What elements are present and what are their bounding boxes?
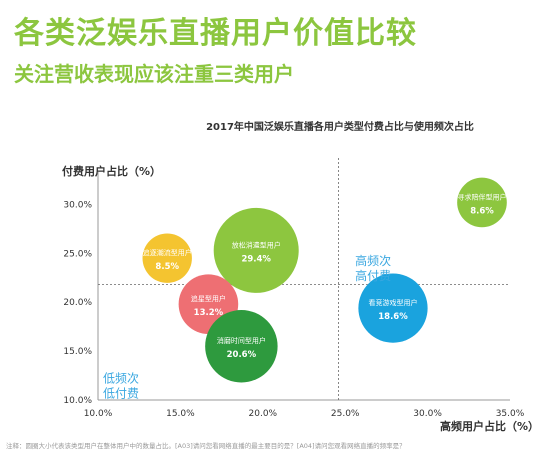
- y-tick-label: 10.0%: [63, 396, 92, 406]
- quadrant-label: 低频次: [103, 371, 139, 385]
- y-tick-label: 30.0%: [63, 200, 92, 210]
- bubble: [213, 207, 299, 293]
- bubble: [205, 309, 278, 383]
- bubble-label: 追逐潮流型用户: [143, 248, 192, 257]
- bubble: [358, 273, 428, 343]
- y-tick-label: 25.0%: [63, 249, 92, 259]
- y-tick-label: 20.0%: [63, 298, 92, 308]
- bubble-label: 寻求陪伴型用户: [457, 192, 506, 201]
- page-title: 各类泛娱乐直播用户价值比较: [14, 16, 417, 51]
- x-tick-label: 10.0%: [84, 409, 113, 419]
- x-tick-label: 15.0%: [166, 409, 195, 419]
- x-tick-label: 25.0%: [331, 409, 360, 419]
- quadrant-label: 高付费: [355, 268, 391, 283]
- bubble-label: 看竞游戏型用户: [368, 298, 417, 307]
- quadrant-label: 高频次: [355, 253, 391, 268]
- bubble-value: 8.6%: [470, 206, 494, 216]
- y-tick-label: 15.0%: [63, 347, 92, 357]
- bubble: [457, 177, 507, 228]
- quadrant-label: 低付费: [103, 386, 139, 400]
- bubble-value: 8.5%: [155, 262, 179, 272]
- bubble-label: 追星型用户: [191, 294, 226, 303]
- page-subtitle: 关注营收表现应该注重三类用户: [14, 62, 294, 86]
- x-tick-label: 20.0%: [249, 409, 278, 419]
- y-axis-label: 付费用户占比（%）: [62, 165, 162, 178]
- x-tick-label: 30.0%: [413, 409, 442, 419]
- bubble-label: 消磨时间型用户: [217, 336, 266, 345]
- chart-title: 2017年中国泛娱乐直播各用户类型付费占比与使用频次占比: [206, 122, 474, 133]
- bubble: [142, 233, 192, 283]
- bubble-value: 20.6%: [227, 350, 257, 360]
- footnote: 注释：圆圈大小代表该类型用户在整体用户中的数量占比。[A03]请问您看网络直播的…: [6, 442, 406, 450]
- x-axis-label: 高频用户占比（%）: [440, 420, 540, 433]
- bubble-value: 18.6%: [378, 312, 408, 322]
- bubble-value: 13.2%: [194, 308, 224, 318]
- bubble-label: 放松消遣型用户: [232, 240, 281, 249]
- bubble-value: 29.4%: [241, 254, 271, 264]
- x-tick-label: 35.0%: [496, 409, 525, 419]
